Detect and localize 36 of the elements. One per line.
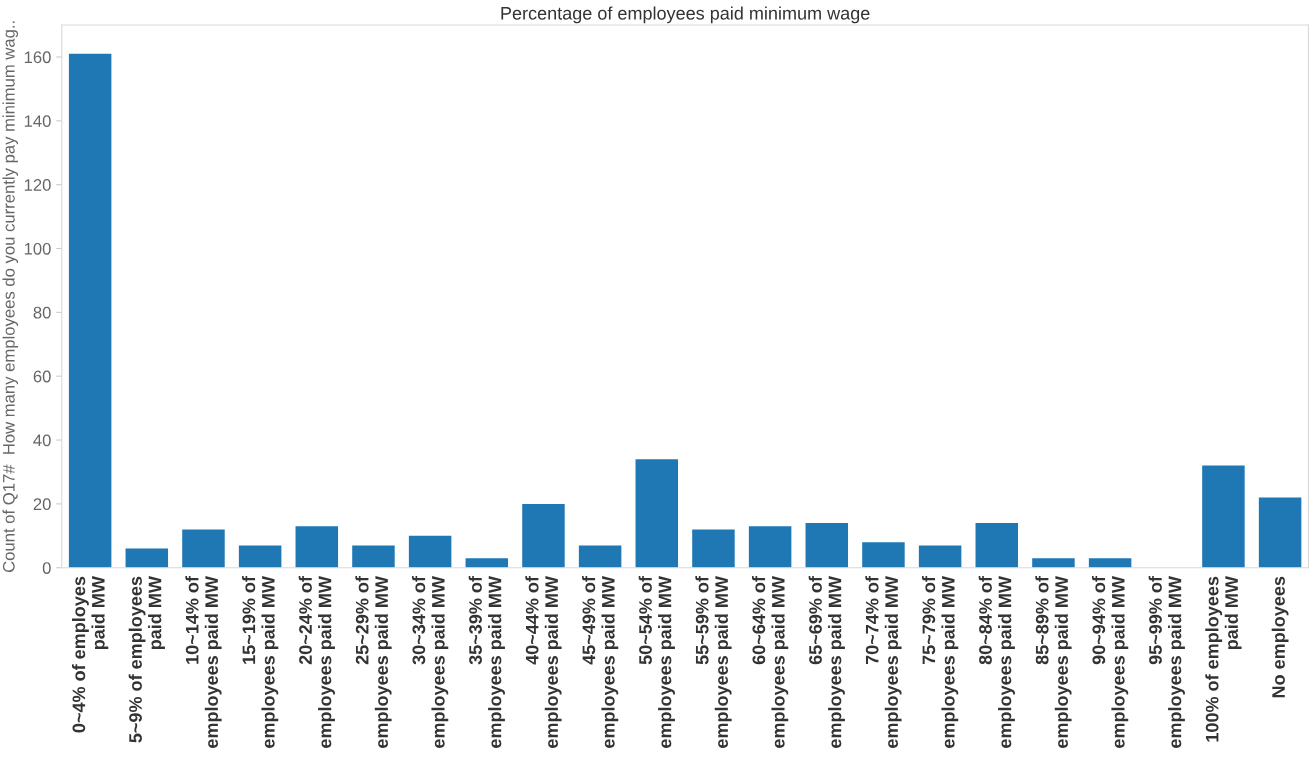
y-tick-label: 0 bbox=[42, 562, 51, 574]
y-tick-label: 40 bbox=[33, 434, 51, 447]
y-tick-label: 120 bbox=[24, 179, 51, 191]
bar bbox=[238, 545, 282, 568]
y-axis-title: Count of Q17# How many employees do you currently pay minimum wag.. bbox=[2, 21, 19, 573]
bar bbox=[748, 526, 792, 568]
y-tick-label: 20 bbox=[33, 498, 51, 511]
bar bbox=[805, 523, 849, 568]
bar bbox=[295, 526, 339, 568]
x-tick-label: No employees bbox=[1271, 576, 1289, 698]
bar bbox=[578, 545, 622, 568]
y-tick-label: 80 bbox=[33, 306, 51, 319]
x-tick-label: 100% of employees paid MW bbox=[1205, 576, 1242, 742]
chart-title: Percentage of employees paid minimum wage bbox=[501, 6, 870, 24]
bar bbox=[918, 545, 962, 568]
bar bbox=[635, 459, 679, 568]
bar bbox=[1258, 497, 1302, 568]
bar bbox=[465, 558, 509, 568]
bar bbox=[692, 529, 735, 568]
bar bbox=[1088, 558, 1132, 568]
bar bbox=[68, 53, 112, 568]
y-tick-label: 60 bbox=[33, 370, 51, 383]
bar bbox=[125, 548, 169, 568]
y-tick-label: 100 bbox=[24, 242, 51, 255]
bar bbox=[522, 503, 565, 568]
bar bbox=[862, 542, 905, 568]
bar bbox=[352, 545, 395, 568]
bar bbox=[975, 523, 1019, 568]
bar bbox=[408, 535, 452, 568]
y-tick-label: 160 bbox=[24, 51, 51, 64]
y-tick-label: 140 bbox=[24, 115, 51, 128]
x-tick-label: 10~14% of employees paid MW bbox=[185, 576, 222, 748]
bar bbox=[1202, 465, 1245, 568]
x-tick-label: 0~4% of employes paid MW bbox=[72, 576, 109, 733]
bar bbox=[182, 529, 225, 568]
bar bbox=[1032, 558, 1075, 568]
